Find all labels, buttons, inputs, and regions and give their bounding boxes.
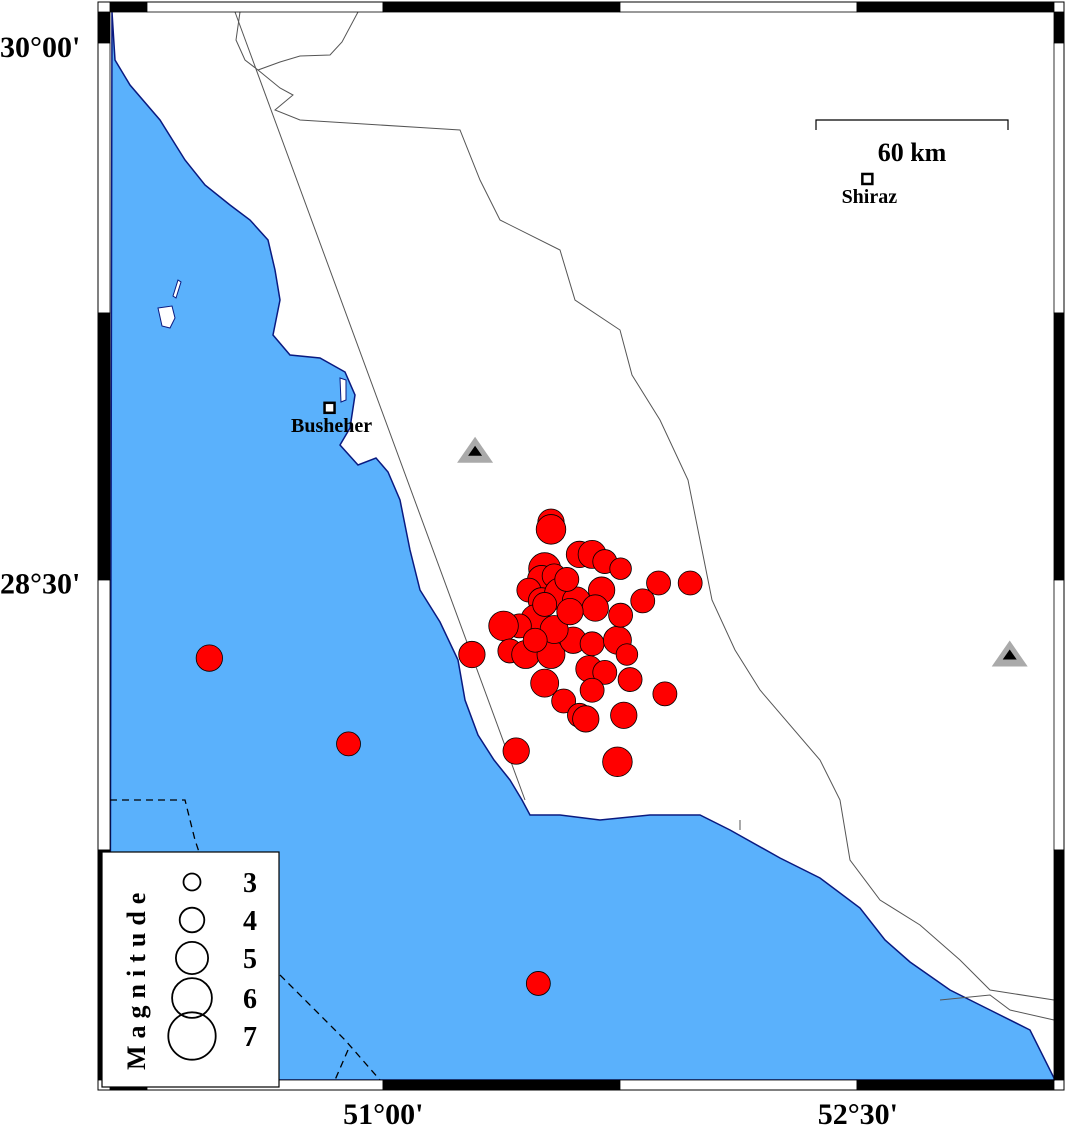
earthquake-marker (458, 640, 486, 669)
city-label: Shiraz (842, 186, 898, 208)
earthquake-marker (572, 705, 600, 733)
earthquake-marker (195, 644, 223, 672)
earthquake-marker (617, 667, 643, 692)
legend-title: Magnitude (122, 886, 151, 1070)
legend-label: 5 (243, 944, 257, 975)
legend-label: 7 (243, 1022, 257, 1053)
legend-label: 6 (243, 984, 257, 1015)
island (339, 377, 347, 403)
earthquake-marker (579, 677, 605, 703)
earthquake-marker (609, 557, 632, 580)
city-marker-icon (323, 401, 336, 415)
earthquake-marker (592, 659, 618, 685)
magnitude-legend: Magnitude 3 4 5 6 7 (101, 851, 280, 1088)
island (157, 305, 176, 329)
latitude-label: 28°30' (0, 567, 80, 600)
legend-circle-icon (174, 941, 209, 976)
station-layer (457, 436, 1028, 667)
legend-circle-icon (167, 1011, 217, 1061)
scale-bar-label: 60 km (878, 138, 947, 167)
sea-area (109, 11, 1055, 1081)
island (172, 279, 182, 299)
earthquake-marker (554, 567, 580, 592)
earthquake-marker (535, 514, 567, 545)
province-boundaries (234, 11, 1055, 1021)
earthquake-marker (525, 971, 551, 996)
earthquake-marker (530, 668, 560, 698)
earthquake-layer (195, 508, 703, 996)
legend-circle-icon (178, 906, 206, 934)
legend-circle-icon (182, 872, 202, 892)
earthquake-marker (630, 588, 656, 614)
city-layer: Busheher Shiraz (291, 172, 898, 437)
legend-label: 3 (243, 868, 257, 899)
legend-circle-icon (171, 977, 213, 1019)
earthquake-marker (602, 746, 633, 777)
city-marker-icon (861, 172, 874, 186)
longitude-label: 52°30' (818, 1098, 898, 1130)
latitude-label: 30°00' (0, 31, 80, 64)
earthquake-marker (677, 570, 703, 596)
earthquake-marker (610, 701, 638, 729)
earthquake-marker (502, 737, 530, 765)
legend-label: 4 (243, 906, 257, 937)
international-borders (110, 799, 381, 1081)
earthquake-marker (608, 602, 633, 628)
city-label: Busheher (291, 415, 372, 437)
station-triangle-icon (991, 640, 1028, 667)
earthquake-marker (556, 598, 584, 626)
earthquake-marker (336, 731, 361, 757)
earthquake-marker (579, 631, 605, 657)
earthquake-marker (488, 610, 519, 642)
station-triangle-icon (457, 436, 494, 463)
axis-labels: 30°00' 28°30' 51°00' 52°30' (0, 31, 898, 1130)
earthquake-marker (615, 643, 639, 666)
earthquake-marker (532, 592, 558, 617)
longitude-label: 51°00' (343, 1098, 423, 1130)
earthquake-marker (551, 688, 577, 714)
earthquake-marker (581, 594, 609, 622)
earthquake-marker (652, 681, 678, 707)
scale-bar: 60 km (815, 119, 1009, 167)
earthquake-marker (522, 627, 548, 653)
earthquake-marker (646, 570, 671, 596)
